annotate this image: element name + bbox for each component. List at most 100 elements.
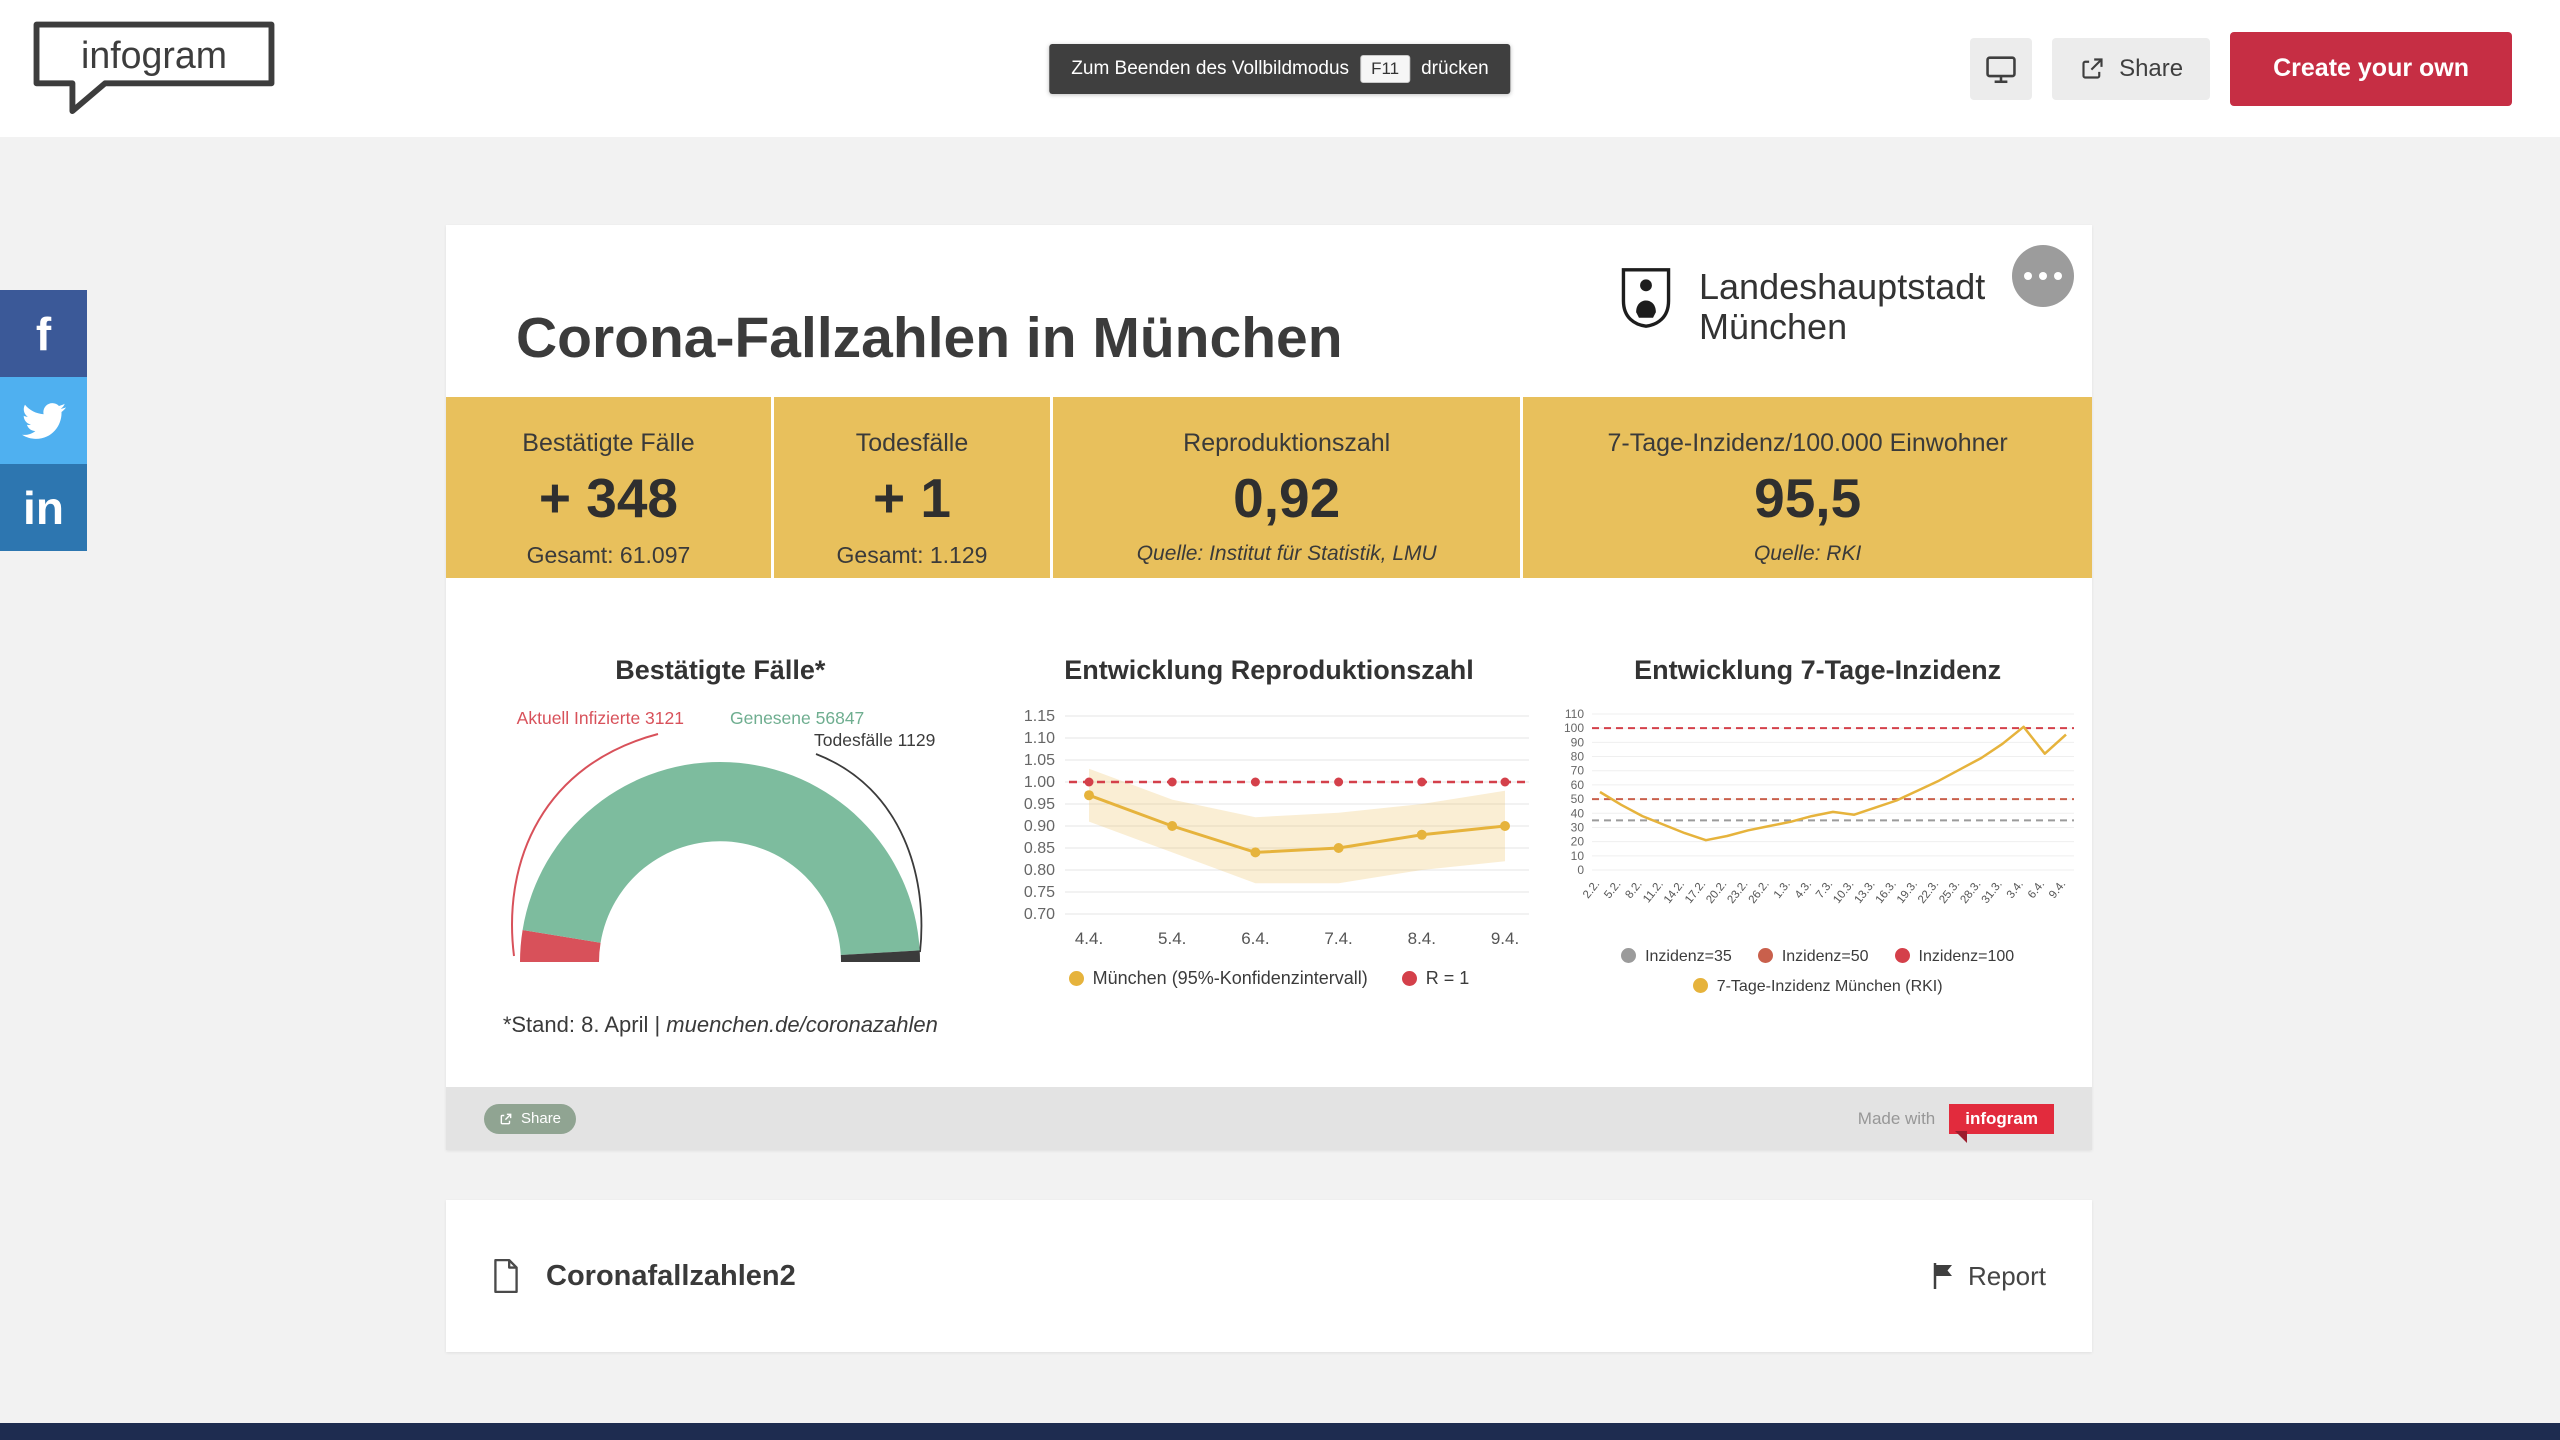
- svg-text:0.75: 0.75: [1024, 884, 1055, 901]
- report-label: Report: [1967, 1260, 2046, 1291]
- gauge-leader-line-red: [511, 733, 659, 957]
- stat-value: 0,92: [1233, 467, 1341, 529]
- footnote-link[interactable]: muenchen.de/coronazahlen: [666, 1012, 938, 1037]
- facebook-icon: f: [35, 307, 52, 360]
- twitter-share-button[interactable]: [0, 377, 87, 464]
- linkedin-icon: in: [23, 481, 64, 534]
- stat-band: Bestätigte Fälle + 348 Gesamt: 61.097 To…: [446, 397, 2092, 578]
- stat-label: 7-Tage-Inzidenz/100.000 Einwohner: [1607, 429, 2008, 457]
- chart-title: Bestätigte Fälle*: [615, 655, 826, 685]
- svg-text:19.3.: 19.3.: [1895, 878, 1920, 906]
- page-footer-bar: [0, 1423, 2560, 1440]
- legend-label: München (95%-Konfidenzintervall): [1092, 968, 1368, 988]
- infographic-card: Corona-Fallzahlen in München Landeshaupt…: [446, 225, 2092, 1150]
- legend-dot-red: [1894, 948, 1910, 963]
- svg-text:5.2.: 5.2.: [1602, 878, 1623, 901]
- stat-label: Bestätigte Fälle: [522, 429, 695, 457]
- chart-bestaetigte-faelle: Bestätigte Fälle* Aktuell Infizierte 312…: [446, 655, 995, 1038]
- svg-text:25.3.: 25.3.: [1937, 878, 1962, 906]
- create-your-own-button[interactable]: Create your own: [2230, 31, 2512, 106]
- publisher-name: Landeshauptstadt München: [1699, 267, 1985, 347]
- svg-text:100: 100: [1564, 721, 1584, 735]
- social-share-rail: f in: [0, 290, 87, 551]
- svg-text:90: 90: [1570, 735, 1584, 749]
- stat-value: + 1: [872, 467, 951, 529]
- embed-footer-bar: Share Made with infogram: [446, 1087, 2092, 1150]
- gauge-chart: Aktuell Infizierte 3121 Genesene 56847 T…: [511, 708, 936, 962]
- svg-text:8.4.: 8.4.: [1408, 929, 1436, 948]
- header-actions: Share Create your own: [1970, 0, 2512, 137]
- made-with-block: Made with infogram: [1857, 1103, 2054, 1143]
- munich-coat-of-arms-icon: [1621, 268, 1671, 328]
- stat-7-tage-inzidenz: 7-Tage-Inzidenz/100.000 Einwohner 95,5 Q…: [1520, 397, 2092, 578]
- legend-item-inzidenz35: Inzidenz=35: [1621, 948, 1732, 966]
- ellipsis-icon: [2024, 272, 2032, 280]
- made-with-label: Made with: [1857, 1108, 1936, 1128]
- svg-text:11.2.: 11.2.: [1641, 878, 1666, 905]
- repro-legend: München (95%-Konfidenzintervall) R = 1: [1068, 968, 1469, 989]
- share-icon: [2082, 58, 2103, 79]
- svg-text:5.4.: 5.4.: [1158, 929, 1186, 948]
- stat-reproduktionszahl: Reproduktionszahl 0,92 Quelle: Institut …: [1050, 397, 1520, 578]
- share-button[interactable]: Share: [2052, 37, 2211, 100]
- legend-dot-orange: [1757, 948, 1773, 963]
- facebook-share-button[interactable]: f: [0, 290, 87, 377]
- stat-bestaetigte-faelle: Bestätigte Fälle + 348 Gesamt: 61.097: [446, 397, 771, 578]
- svg-text:7.4.: 7.4.: [1324, 929, 1352, 948]
- monitor-icon: [1986, 55, 2016, 83]
- project-item[interactable]: Coronafallzahlen2: [492, 1258, 796, 1294]
- svg-text:70: 70: [1570, 764, 1584, 778]
- chart-reproduktionszahl: Entwicklung Reproduktionszahl 1.15 1.10 1.…: [995, 655, 1544, 1038]
- share-icon: [500, 1113, 512, 1124]
- inzidenz-legend-series: 7-Tage-Inzidenz München (RKI): [1692, 978, 1943, 996]
- infogram-badge[interactable]: infogram: [1949, 1103, 2054, 1143]
- footnote-prefix: *Stand: 8. April |: [502, 1012, 667, 1037]
- gauge-leader-line-dark: [816, 753, 923, 953]
- svg-text:10.3.: 10.3.: [1831, 878, 1856, 906]
- svg-text:1.15: 1.15: [1024, 708, 1055, 725]
- legend-dot-yellow: [1692, 978, 1708, 993]
- fullscreen-hint-prefix: Zum Beenden des Vollbildmodus: [1071, 58, 1350, 79]
- svg-text:4.4.: 4.4.: [1075, 929, 1103, 948]
- svg-text:16.3.: 16.3.: [1873, 878, 1898, 906]
- svg-text:20: 20: [1570, 835, 1584, 849]
- svg-text:0.70: 0.70: [1024, 906, 1055, 923]
- svg-text:110: 110: [1565, 707, 1584, 721]
- svg-text:17.2.: 17.2.: [1683, 878, 1708, 906]
- legend-dot-yellow: [1068, 971, 1084, 986]
- stat-sub: Quelle: Institut für Statistik, LMU: [1136, 542, 1437, 565]
- svg-text:13.3.: 13.3.: [1852, 878, 1877, 906]
- report-button[interactable]: Report: [1931, 1261, 2046, 1292]
- legend-label: Inzidenz=50: [1781, 948, 1869, 965]
- legend-label: 7-Tage-Inzidenz München (RKI): [1716, 978, 1943, 995]
- svg-text:26.2.: 26.2.: [1746, 878, 1771, 906]
- legend-label: Inzidenz=100: [1918, 948, 2015, 965]
- infographic-title: Corona-Fallzahlen in München: [516, 306, 1343, 370]
- display-mode-button[interactable]: [1970, 37, 2033, 100]
- svg-text:1.3.: 1.3.: [1771, 878, 1792, 901]
- svg-text:0.80: 0.80: [1024, 862, 1055, 879]
- more-options-button[interactable]: [2012, 245, 2074, 307]
- svg-text:9.4.: 9.4.: [2047, 878, 2068, 901]
- svg-text:6.4.: 6.4.: [1241, 929, 1269, 948]
- linkedin-share-button[interactable]: in: [0, 464, 87, 551]
- svg-text:0.90: 0.90: [1024, 818, 1055, 835]
- repro-line-chart: 1.15 1.10 1.05 1.00 0.95 0.90 0.85 0.80 0.75 0.70…: [1024, 708, 1529, 948]
- stat-label: Todesfälle: [855, 429, 969, 457]
- publisher-block: Landeshauptstadt München: [1617, 267, 1985, 347]
- legend-item-muenchen: München (95%-Konfidenzintervall): [1068, 968, 1368, 989]
- infogram-logo-text: infogram: [81, 34, 227, 76]
- top-header: infogram Zum Beenden des Vollbildmodus F…: [0, 0, 2560, 137]
- legend-label: Inzidenz=35: [1645, 948, 1732, 965]
- embed-share-button[interactable]: Share: [484, 1103, 577, 1134]
- flag-icon: [1933, 1263, 1952, 1289]
- svg-text:0: 0: [1577, 863, 1584, 877]
- svg-text:6.4.: 6.4.: [2026, 878, 2047, 901]
- gauge-footnote: *Stand: 8. April | muenchen.de/coronazah…: [503, 1012, 938, 1038]
- svg-text:60: 60: [1570, 778, 1584, 792]
- gauge-label-todesfaelle: Todesfälle 1129: [814, 730, 935, 750]
- svg-text:50: 50: [1570, 792, 1584, 806]
- publisher-line2: München: [1699, 306, 1848, 347]
- infogram-logo[interactable]: infogram: [30, 18, 278, 121]
